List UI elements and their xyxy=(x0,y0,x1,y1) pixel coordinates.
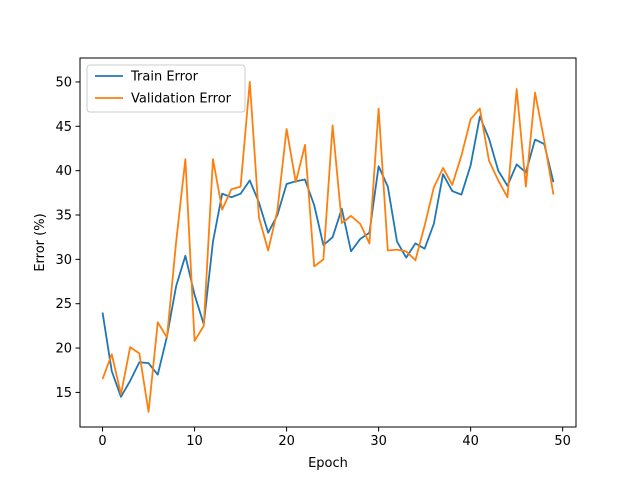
y-axis: 15 20 25 30 35 40 45 50 xyxy=(55,75,80,401)
y-axis-title: Error (%) xyxy=(33,213,48,271)
y-tick-label: 45 xyxy=(55,120,72,135)
y-tick-label: 20 xyxy=(55,342,72,357)
plot-frame xyxy=(79,57,577,428)
y-tick-label: 25 xyxy=(55,297,72,312)
x-tick-label: 10 xyxy=(186,434,203,449)
legend-box xyxy=(86,64,246,113)
series-group xyxy=(101,81,555,413)
series-line-train-error xyxy=(101,115,555,398)
y-tick-label: 40 xyxy=(55,164,72,179)
x-tick-label: 50 xyxy=(554,434,571,449)
legend-label-train-error: Train Error xyxy=(130,70,199,85)
legend: Train Error Validation Error xyxy=(86,64,246,113)
x-tick-label: 0 xyxy=(98,434,106,449)
x-tick-label: 30 xyxy=(370,434,387,449)
x-axis: 0 10 20 30 40 50 xyxy=(98,427,571,449)
x-axis-title: Epoch xyxy=(308,456,348,471)
legend-label-validation-error: Validation Error xyxy=(131,92,232,107)
series-line-validation-error xyxy=(101,81,555,413)
y-tick-label: 50 xyxy=(55,75,72,90)
y-tick-label: 30 xyxy=(55,253,72,268)
x-tick-label: 20 xyxy=(278,434,295,449)
x-tick-label: 40 xyxy=(462,434,479,449)
y-tick-label: 35 xyxy=(55,209,72,224)
y-tick-label: 15 xyxy=(55,386,72,401)
